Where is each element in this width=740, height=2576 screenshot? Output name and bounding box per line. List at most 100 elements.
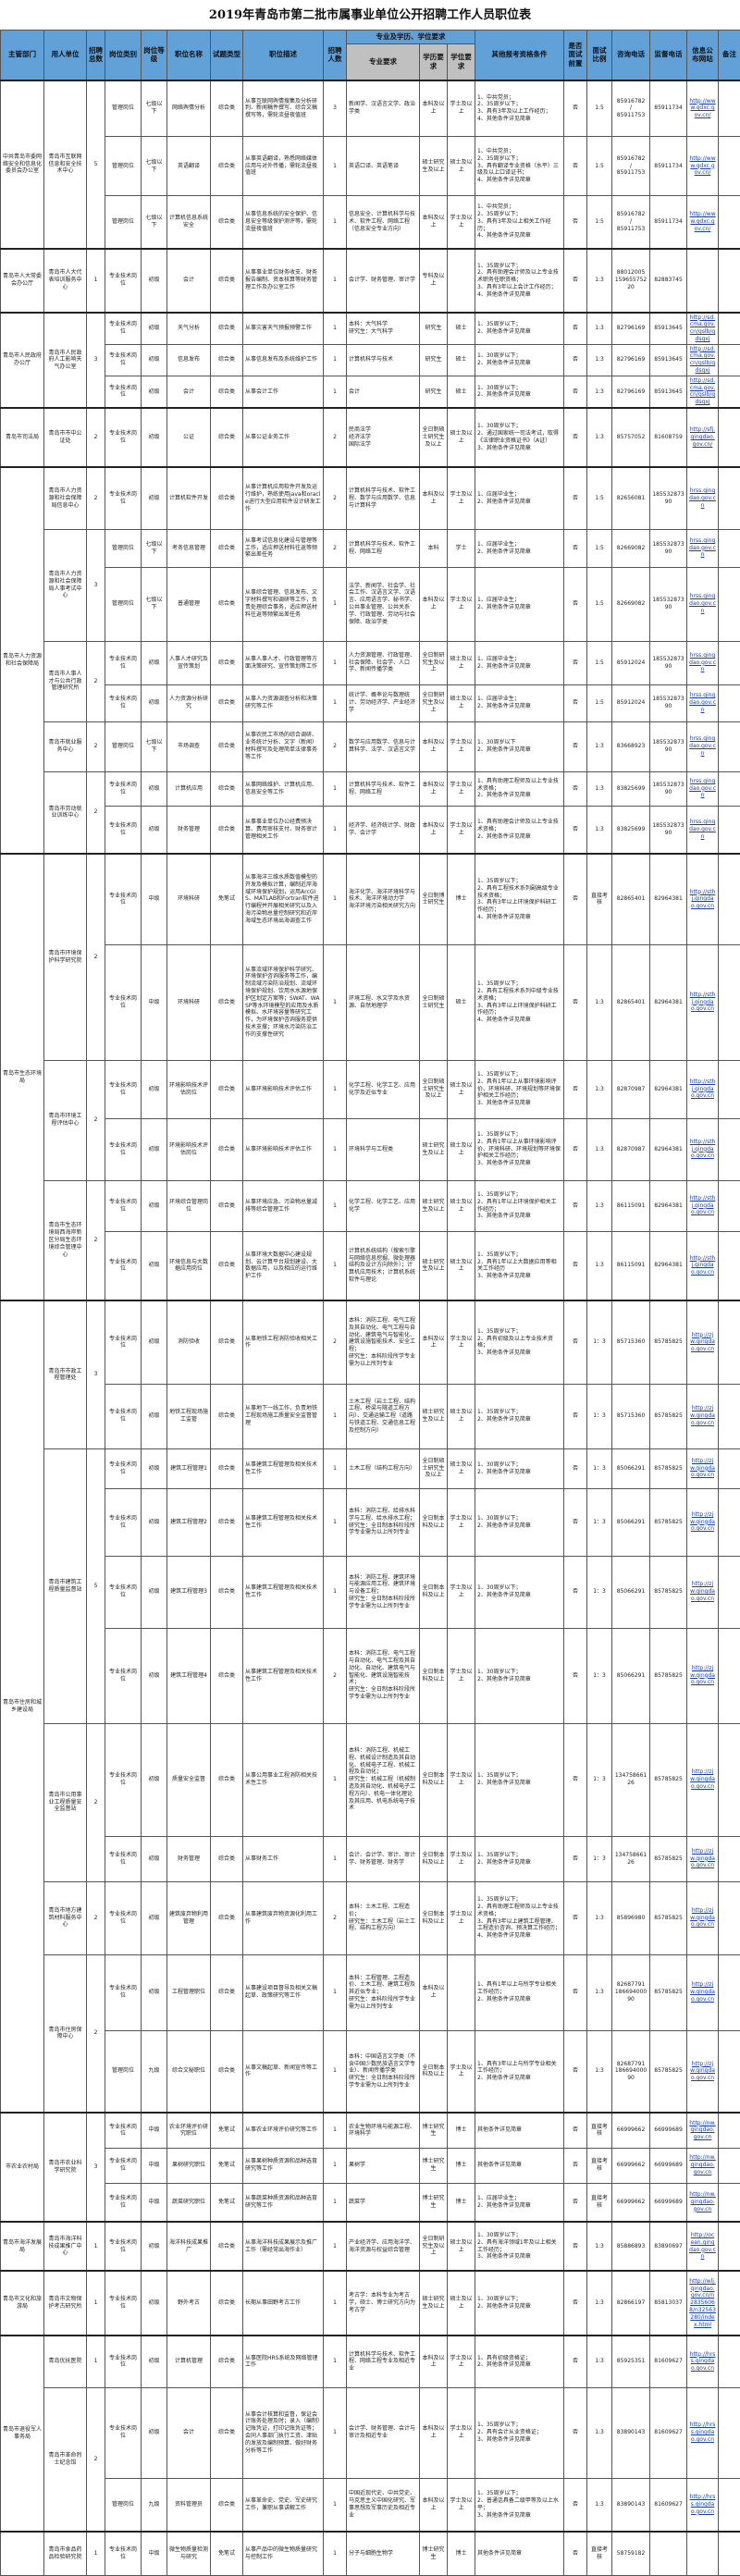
note-cell — [719, 249, 740, 313]
note-cell — [719, 2113, 740, 2148]
interview-ratio-cell: 1:3 — [587, 2030, 612, 2113]
website-link[interactable]: http://zjw.qingdao.gov.cn — [690, 1405, 715, 1426]
website-link[interactable]: hrss.qingdao.gov.cn — [689, 692, 716, 713]
unit-cell: 青岛市劳动就业训练中心 — [44, 771, 87, 854]
exam-type-cell: 综合类 — [211, 806, 243, 854]
unit-cell: 青岛市革命烈士纪念馆 — [44, 2387, 87, 2532]
exam-type-cell: 综合类 — [211, 344, 243, 376]
header-dept: 主管部门 — [1, 31, 44, 80]
consult-phone-cell: 83890143 — [612, 2387, 650, 2478]
website-link[interactable]: http://sthj.qingdao.gov.cn — [690, 889, 716, 910]
website-cell: hrss.qingdao.gov.cn — [687, 721, 719, 771]
position-name-cell: 计算机管理 — [167, 2336, 211, 2387]
header-sup: 监督电话 — [650, 31, 687, 80]
level-cell: 初级 — [142, 641, 167, 684]
website-link[interactable]: http://zjw.qingdao.gov.cn — [690, 1581, 715, 1602]
note-cell — [719, 641, 740, 684]
hire-count-cell: 2 — [324, 721, 347, 771]
category-cell: 专业技术岗位 — [105, 1384, 142, 1448]
major-req-cell: 计算机科学与技术、软件工程、网络工程 — [347, 529, 420, 567]
website-link[interactable]: http://hrss.qingdao.gov.cn — [690, 2494, 716, 2515]
website-link[interactable]: hrss.qingdao.gov.cn — [689, 652, 716, 673]
interview-ratio-cell: 直接考核 — [587, 854, 612, 944]
website-link[interactable]: http://www.qdxc.gov.cn/ — [689, 155, 715, 177]
job-table: 主管部门 用人单位 招聘总数 岗位类别 岗位等级 职位名称 试题类型 职位描述 … — [0, 30, 740, 2576]
table-row: 专业技术岗位中级环境科研综合类从事流域环境保护科学研究、环境保护咨询服务等工作，… — [1, 944, 740, 1060]
exam-type-cell: 综合类 — [211, 2271, 243, 2336]
major-req-cell: 本科：工程管理、工程造价、土木工程、建筑工程及其近似专业； 研究生：本科阶段所学… — [347, 1954, 420, 2030]
website-link[interactable]: http://zjw.qingdao.gov.cn — [690, 1332, 715, 1353]
website-link[interactable]: http://sthj.qingdao.gov.cn — [690, 1195, 716, 1216]
website-link[interactable]: http://hrss.qingdao.gov.cn — [690, 2422, 716, 2443]
website-link[interactable]: hrss.qingdao.gov.cn — [689, 778, 716, 799]
website-link[interactable]: http://sthj.qingdao.gov.cn — [690, 992, 716, 1013]
supervise-phone-cell — [650, 2532, 687, 2575]
description-cell: 从事考试信息化建设与管理等工作，适应押送材料往返等频繁出差任务 — [243, 529, 324, 567]
website-link[interactable]: hrss.qingdao.gov.cn — [689, 537, 716, 559]
website-cell: http://sthj.qingdao.gov.cn — [687, 1060, 719, 1118]
website-link[interactable]: http://sfj.qingdao.gov.cn/ — [690, 426, 715, 448]
interview-first-cell: 否 — [564, 2336, 587, 2387]
position-name-cell: 野外考古 — [167, 2271, 211, 2336]
website-link[interactable]: hrss.qingdao.gov.cn — [689, 487, 716, 509]
website-link[interactable]: http://sd.cma.gov.cn/gslb/qdsqxj — [690, 377, 715, 405]
website-link[interactable]: http://hrss.qingdao.gov.cn — [690, 2351, 716, 2373]
website-link[interactable]: hrss.qingdao.gov.cn — [689, 735, 716, 757]
website-link[interactable]: http://zjw.qingdao.gov.cn — [690, 1665, 715, 1686]
website-link[interactable]: http://nw.qingdao.gov.cn — [689, 2120, 715, 2141]
website-link[interactable]: http://wlj.qingdao.gov.cn/n28356068/n325… — [689, 2278, 716, 2328]
level-cell: 初级 — [142, 1556, 167, 1628]
interview-first-cell: 否 — [564, 944, 587, 1060]
website-link[interactable]: hrss.qingdao.gov.cn — [689, 819, 716, 840]
website-link[interactable]: http://nw.qingdao.gov.cn — [689, 2191, 715, 2212]
website-link[interactable]: http://zjw.qingdao.gov.cn — [690, 1848, 715, 1869]
website-link[interactable]: http://zjw.qingdao.gov.cn — [690, 1511, 715, 1533]
total-cell: 2 — [87, 2387, 105, 2532]
description-cell: 从事网络维护、计算机应用、信息安全等工作 — [243, 771, 324, 806]
category-cell: 专业技术岗位 — [105, 2183, 142, 2222]
website-link[interactable]: http://www.qdxc.gov.cn/ — [689, 211, 715, 232]
website-link[interactable]: http://sd.cma.gov.cn/gslb/qdsqxj — [690, 314, 715, 342]
interview-ratio-cell: 1:3 — [587, 806, 612, 854]
website-cell: http://sthj.qingdao.gov.cn — [687, 1180, 719, 1231]
hire-count-cell: 1 — [324, 1448, 347, 1488]
website-link[interactable]: http://zjw.qingdao.gov.cn — [690, 1458, 715, 1479]
interview-ratio-cell: 1:5 — [587, 80, 612, 137]
website-link[interactable]: http://zjw.qingdao.gov.cn — [690, 2061, 715, 2082]
website-link[interactable]: http://zjw.qingdao.gov.cn — [690, 1981, 715, 2003]
degree-req-cell: 硕士及以上 — [448, 1448, 475, 1488]
website-link[interactable]: http://sthj.qingdao.gov.cn — [690, 1255, 716, 1276]
category-cell: 管理岗位 — [105, 137, 142, 196]
position-name-cell: 综合文秘职位 — [167, 2030, 211, 2113]
level-cell: 初级 — [142, 376, 167, 408]
website-link[interactable]: http://ocean.qingdao.gov.cn — [689, 2232, 716, 2260]
website-link[interactable]: http://sthj.qingdao.gov.cn — [690, 1078, 716, 1100]
consult-phone-cell: 85912024 — [612, 641, 650, 684]
website-link[interactable]: http://nw.qingdao.gov.cn — [689, 2154, 715, 2175]
total-cell: 2 — [87, 467, 105, 529]
description-cell: 从事地铁工程消防验收相关工作 — [243, 1300, 324, 1384]
description-cell: 从事灾害天气预报预警工作 — [243, 313, 324, 345]
website-link[interactable]: http://zjw.qingdao.gov.cn — [690, 1769, 715, 1790]
website-link[interactable]: http://zjw.qingdao.gov.cn — [690, 1907, 715, 1929]
website-link[interactable]: hrss.qingdao.gov.cn — [689, 593, 716, 614]
supervise-phone-cell: 18553287390 — [650, 771, 687, 806]
website-link[interactable]: http://www.qdxc.gov.cn/ — [689, 98, 715, 119]
website-link[interactable]: http://sthj.qingdao.gov.cn — [690, 1139, 716, 1160]
education-req-cell: 本科及以上 — [420, 2478, 448, 2532]
consult-phone-cell: 85066291 — [612, 1628, 650, 1723]
level-cell: 九级 — [142, 2478, 167, 2532]
hire-count-cell: 1 — [324, 1118, 347, 1180]
unit-cell: 青岛优抚医院 — [44, 2336, 87, 2387]
website-link[interactable]: http://sd.cma.gov.cn/gslb/qdsqxj — [690, 346, 715, 374]
website-cell: http://zjw.qingdao.gov.cn — [687, 1448, 719, 1488]
position-name-cell: 市场调查 — [167, 721, 211, 771]
unit-cell: 青岛市人民政府人工影响天气办公室 — [44, 313, 87, 409]
interview-first-cell: 否 — [564, 1384, 587, 1448]
interview-first-cell: 否 — [564, 2271, 587, 2336]
consult-phone-cell: 83668923 — [612, 721, 650, 771]
